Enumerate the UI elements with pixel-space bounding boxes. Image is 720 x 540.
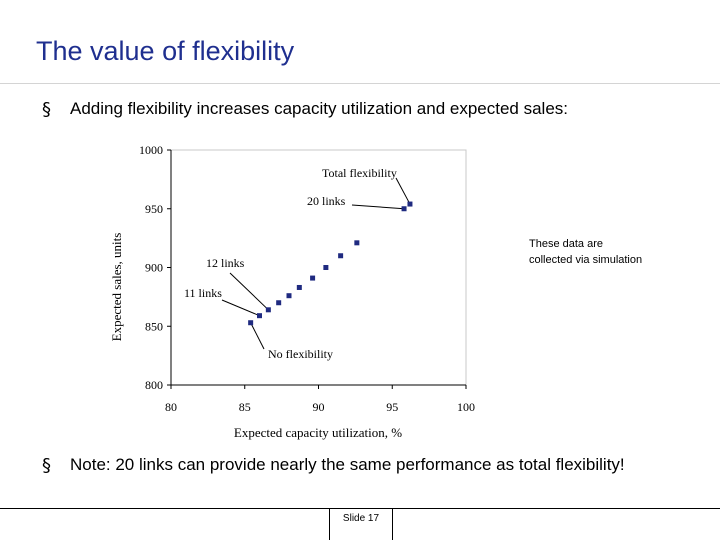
annotation-label: 20 links: [307, 194, 346, 208]
footer-divider-left: [329, 508, 330, 540]
x-tick-label: 90: [313, 400, 325, 414]
x-tick-label: 80: [165, 400, 177, 414]
data-point: [401, 206, 407, 212]
annotation-leader: [351, 204, 405, 210]
side-note-line-2: collected via simulation: [529, 254, 643, 266]
annotation-leader: [250, 322, 265, 350]
data-point: [257, 313, 262, 319]
x-axis-label: Expected capacity utilization, %: [234, 425, 402, 440]
footer-divider-right: [392, 508, 393, 540]
side-note-line-1: These data are: [529, 238, 603, 250]
data-point: [323, 265, 329, 270]
data-point: [265, 307, 271, 313]
y-tick-label: 800: [145, 378, 163, 392]
y-axis-label: Expected sales, units: [109, 233, 124, 342]
bullet-text-1: Adding flexibility increases capacity ut…: [70, 99, 568, 118]
annotation-label: 12 links: [206, 256, 245, 270]
annotation-leader: [229, 272, 269, 311]
y-tick-label: 1000: [139, 143, 163, 157]
data-point: [286, 293, 292, 299]
annotation-label: No flexibility: [268, 347, 333, 361]
data-point: [296, 284, 302, 290]
data-point: [354, 240, 360, 246]
bullet-marker: §: [42, 99, 51, 120]
x-tick-label: 95: [386, 400, 398, 414]
title-divider: [0, 83, 720, 84]
data-point: [407, 201, 413, 207]
y-tick-label: 950: [145, 202, 163, 216]
data-point: [276, 300, 282, 306]
x-tick-label: 100: [457, 400, 475, 414]
annotation-leader: [221, 299, 260, 317]
annotation-label: 11 links: [184, 286, 222, 300]
y-tick-label: 900: [145, 261, 163, 275]
annotation-label: Total flexibility: [322, 166, 397, 180]
slide-number: Slide 17: [342, 513, 380, 524]
y-tick-label: 850: [145, 319, 163, 333]
data-point: [248, 320, 254, 326]
footer-rule: [0, 508, 720, 509]
data-point: [310, 275, 316, 281]
side-note: These data are collected via simulation: [529, 236, 642, 268]
bullet-text-2: Note: 20 links can provide nearly the sa…: [70, 455, 625, 474]
x-tick-label: 85: [239, 400, 251, 414]
bullet-marker: §: [42, 455, 51, 476]
slide-title: The value of flexibility: [36, 36, 295, 66]
data-point: [338, 253, 344, 259]
annotation-leader: [395, 177, 411, 205]
